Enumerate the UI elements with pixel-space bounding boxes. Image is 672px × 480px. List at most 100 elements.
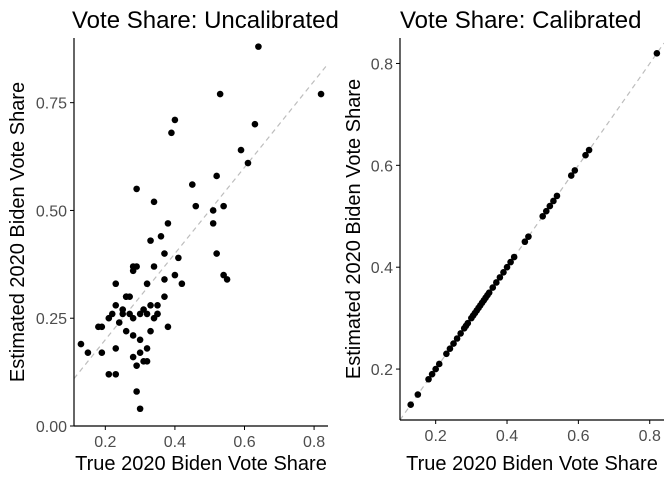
- scatter-point: [446, 345, 454, 352]
- x-axis-title: True 2020 Biden Vote Share: [75, 453, 327, 475]
- scatter-point: [209, 220, 217, 227]
- scatter-point: [244, 159, 252, 167]
- scatter-point: [154, 310, 161, 318]
- scatter-point: [136, 405, 144, 413]
- scatter-point: [493, 279, 500, 286]
- y-tick-label: 0.2: [371, 362, 393, 379]
- scatter-point: [500, 268, 507, 276]
- scatter-point: [428, 370, 436, 378]
- scatter-point: [122, 327, 130, 335]
- scatter-point: [209, 207, 217, 214]
- scatter-point: [464, 319, 472, 327]
- x-tick-label: 0.4: [164, 434, 186, 451]
- scatter-point: [168, 129, 175, 137]
- scatter-point: [443, 350, 450, 358]
- x-tick-label: 0.6: [233, 434, 255, 451]
- scatter-point: [143, 310, 151, 318]
- scatter-point: [147, 237, 154, 244]
- scatter-point: [567, 172, 575, 179]
- scatter-point: [98, 323, 106, 331]
- scatter-point: [213, 250, 220, 257]
- scatter-point: [112, 280, 120, 288]
- scatter-point: [171, 116, 179, 124]
- scatter-point: [129, 332, 137, 339]
- y-axis-title: Estimated 2020 Biden Vote Share: [7, 82, 29, 382]
- scatter-point: [77, 340, 85, 348]
- scatter-point: [425, 375, 432, 383]
- y-tick-label: 0.75: [36, 96, 67, 113]
- scatter-point: [220, 202, 227, 210]
- scatter-point: [521, 238, 529, 246]
- scatter-point: [161, 250, 168, 257]
- scatter-point: [164, 323, 172, 331]
- y-axis-title: Estimated 2020 Biden Vote Share: [343, 79, 365, 379]
- scatter-point: [317, 90, 325, 98]
- scatter-point: [489, 284, 497, 291]
- scatter-point: [546, 202, 554, 210]
- chart-title: Vote Share: Uncalibrated: [72, 7, 339, 34]
- scatter-point: [133, 263, 140, 270]
- scatter-point: [213, 172, 220, 180]
- scatter-point: [143, 358, 151, 365]
- scatter-point: [143, 345, 151, 352]
- chart-title: Vote Share: Calibrated: [400, 7, 642, 34]
- scatter-point: [189, 181, 196, 188]
- scatter-point: [161, 293, 168, 300]
- chart-panel-2: Vote Share: Calibrated 0.2 0.4 0.6 0.8 0.2 0.4…: [343, 7, 664, 475]
- scatter-point: [157, 233, 165, 240]
- scatter-point: [237, 146, 245, 154]
- scatter-point: [542, 207, 550, 215]
- scatter-point: [571, 167, 579, 174]
- x-tick-label: 0.6: [567, 428, 589, 445]
- chart-panel-1: Vote Share: Uncalibrated 0.2 0.4 0.6 0.8 0.00…: [7, 7, 339, 475]
- scatter-point: [507, 258, 514, 266]
- scatter-point: [143, 280, 151, 288]
- scatter-point: [105, 370, 113, 378]
- scatter-point: [84, 349, 92, 357]
- x-tick-label: 0.2: [425, 428, 447, 445]
- y-tick-label: 0.00: [36, 419, 67, 436]
- scatter-point: [510, 253, 518, 261]
- scatter-point: [98, 349, 106, 357]
- scatter-point: [435, 360, 443, 368]
- y-tick-label: 0.8: [371, 56, 393, 73]
- y-tick-label: 0.50: [36, 203, 67, 220]
- scatter-point: [503, 263, 511, 271]
- scatter-point: [164, 220, 172, 227]
- scatter-point: [147, 327, 154, 335]
- scatter-point: [150, 263, 158, 270]
- scatter-point: [126, 293, 133, 300]
- scatter-point: [133, 362, 140, 369]
- y-tick-label: 0.6: [371, 158, 393, 175]
- reference-line-y-equals-x: [400, 42, 664, 420]
- scatter-point: [485, 289, 493, 296]
- scatter-point: [407, 401, 415, 409]
- scatter-point: [414, 391, 422, 398]
- scatter-point: [171, 271, 179, 279]
- reference-line-y-equals-x: [74, 63, 328, 379]
- scatter-point: [251, 120, 259, 128]
- y-tick-label: 0.4: [371, 260, 393, 277]
- scatter-point: [112, 345, 120, 352]
- scatter-points: [407, 49, 661, 409]
- scatter-point: [496, 274, 504, 281]
- scatter-point: [453, 335, 461, 342]
- scatter-point: [147, 301, 154, 309]
- scatter-point: [585, 146, 593, 154]
- scatter-point: [133, 388, 140, 395]
- scatter-point: [553, 192, 561, 200]
- x-tick-label: 0.8: [303, 434, 325, 451]
- scatter-point: [154, 301, 161, 309]
- scatter-point: [112, 301, 120, 309]
- x-tick-label: 0.4: [496, 428, 518, 445]
- scatter-point: [112, 370, 120, 378]
- scatter-point: [129, 353, 137, 361]
- scatter-point: [192, 202, 200, 210]
- scatter-point: [129, 314, 137, 322]
- scatter-point: [108, 310, 116, 318]
- scatter-point: [119, 310, 127, 318]
- scatter-point: [136, 336, 144, 344]
- scatter-point: [432, 365, 439, 373]
- scatter-point: [457, 330, 464, 337]
